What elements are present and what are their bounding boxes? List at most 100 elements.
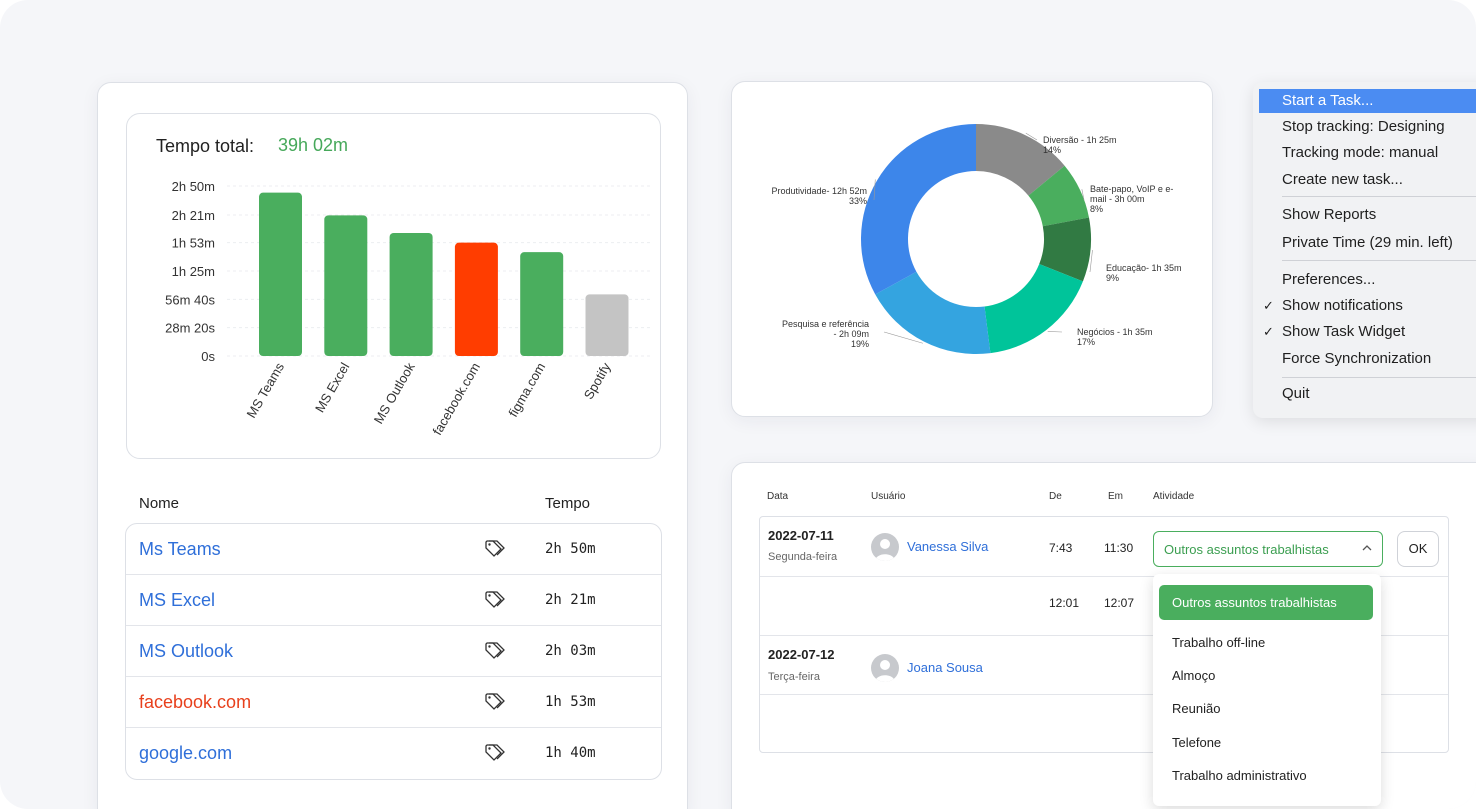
user-link[interactable]: Joana Sousa bbox=[907, 660, 983, 675]
bar[interactable] bbox=[324, 215, 368, 356]
dropdown-option[interactable]: Trabalho off-line bbox=[1172, 635, 1266, 650]
slice-label: 9% bbox=[1106, 273, 1119, 283]
row-weekday: Terça-feira bbox=[768, 671, 820, 683]
slice-label: 8% bbox=[1090, 204, 1103, 214]
tag-icon[interactable] bbox=[484, 743, 506, 763]
table-row[interactable]: google.com 1h 40m bbox=[126, 728, 661, 779]
table-row[interactable]: Ms Teams 2h 50m bbox=[126, 524, 661, 575]
leader-line bbox=[1089, 249, 1093, 273]
app-name[interactable]: google.com bbox=[139, 743, 233, 763]
time-from: 12:01 bbox=[1049, 596, 1080, 610]
user-silhouette-icon bbox=[875, 539, 895, 561]
y-tick-label: 1h 53m bbox=[172, 236, 215, 251]
slice-label: Diversão - 1h 25m bbox=[1043, 135, 1117, 145]
app-name[interactable]: facebook.com bbox=[139, 692, 252, 712]
menu-item[interactable]: Private Time (29 min. left) bbox=[1253, 231, 1476, 255]
dropdown-option[interactable]: Almoço bbox=[1172, 668, 1216, 683]
menu-item-label: Show notifications bbox=[1282, 297, 1403, 314]
leader-line bbox=[1081, 189, 1085, 201]
menu-item[interactable]: Quit bbox=[1253, 382, 1476, 406]
time-report-panel: Tempo total: 39h 02m 0s 28m 20s 56m 40s 1h … bbox=[97, 82, 688, 809]
time-to: 12:07 bbox=[1104, 596, 1135, 610]
category-donut-card: Diversão - 1h 25m 14% Bate-papo, VoIP e e-… bbox=[731, 81, 1213, 417]
menu-item-label: Tracking mode: manual bbox=[1282, 144, 1439, 161]
slice-label: Negócios - 1h 35m bbox=[1077, 327, 1153, 337]
donut-slice[interactable] bbox=[875, 271, 991, 354]
bar[interactable] bbox=[585, 294, 629, 356]
donut-slice[interactable] bbox=[1039, 217, 1091, 282]
menu-item-label: Show Task Widget bbox=[1282, 323, 1406, 340]
y-tick-label: 2h 21m bbox=[172, 208, 215, 223]
app-name[interactable]: MS Outlook bbox=[139, 641, 234, 661]
menu-item-label: Quit bbox=[1282, 385, 1310, 402]
donut-slice[interactable] bbox=[1028, 165, 1089, 227]
time-to: 11:30 bbox=[1104, 541, 1134, 555]
menu-item[interactable]: Show notifications bbox=[1253, 294, 1476, 318]
y-tick-label: 56m 40s bbox=[165, 292, 215, 307]
table-row[interactable]: 2022-07-12 Terça-feira Joana Sousa bbox=[760, 636, 1448, 695]
slice-label: 17% bbox=[1077, 337, 1095, 347]
menu-item[interactable]: Create new task... bbox=[1253, 168, 1476, 192]
user-silhouette-icon bbox=[875, 660, 895, 682]
app-name[interactable]: MS Excel bbox=[139, 590, 216, 610]
column-header-activity: Atividade bbox=[1153, 491, 1195, 502]
menu-item[interactable]: Show Task Widget bbox=[1253, 320, 1476, 344]
menu-item[interactable]: Preferences... bbox=[1253, 268, 1476, 292]
app-time: 2h 50m bbox=[545, 541, 596, 557]
menu-item-label: Private Time (29 min. left) bbox=[1282, 234, 1453, 251]
donut-slice[interactable] bbox=[976, 124, 1065, 196]
slice-label: 19% bbox=[851, 339, 869, 349]
menu-item-label: Start a Task... bbox=[1282, 92, 1374, 109]
menu-separator bbox=[1282, 377, 1476, 378]
menu-item[interactable]: Stop tracking: Designing bbox=[1253, 115, 1476, 139]
leader-line bbox=[883, 331, 923, 344]
menu-item[interactable]: Start a Task... bbox=[1259, 89, 1476, 113]
total-time-label: Tempo total: bbox=[156, 136, 255, 156]
activity-dropdown: Outros assuntos trabalhistas Trabalho of… bbox=[1153, 574, 1381, 806]
leader-line bbox=[1025, 132, 1038, 141]
slice-label: mail - 3h 00m bbox=[1090, 194, 1145, 204]
menu-item-label: Create new task... bbox=[1282, 171, 1403, 188]
tag-icon[interactable] bbox=[484, 692, 506, 712]
menu-item[interactable]: Show Reports bbox=[1253, 203, 1476, 227]
column-header-from: De bbox=[1049, 491, 1062, 502]
table-row[interactable]: MS Outlook 2h 03m bbox=[126, 626, 661, 677]
bar[interactable] bbox=[259, 192, 302, 356]
tag-icon[interactable] bbox=[484, 590, 506, 610]
leader-line bbox=[1047, 331, 1063, 333]
slice-label: Produtividade- 12h 52m bbox=[771, 186, 867, 196]
x-tick-label: Spotify bbox=[581, 360, 614, 402]
row-date: 2022-07-12 bbox=[768, 647, 835, 662]
slice-label: Pesquisa e referência bbox=[782, 319, 869, 329]
app-time: 2h 03m bbox=[545, 643, 596, 659]
table-row[interactable]: 12:01 12:07 bbox=[760, 577, 1448, 636]
bar[interactable] bbox=[454, 242, 498, 356]
tag-icon[interactable] bbox=[484, 539, 506, 559]
menu-item[interactable]: Tracking mode: manual bbox=[1253, 141, 1476, 165]
app-name[interactable]: Ms Teams bbox=[139, 539, 221, 559]
table-row[interactable]: MS Excel 2h 21m bbox=[126, 575, 661, 626]
app-time: 1h 40m bbox=[545, 745, 596, 761]
tag-icon[interactable] bbox=[484, 641, 506, 661]
bar[interactable] bbox=[520, 252, 564, 356]
table-row[interactable]: facebook.com 1h 53m bbox=[126, 677, 661, 728]
dropdown-option[interactable]: Trabalho administrativo bbox=[1172, 768, 1307, 783]
user-link[interactable]: Vanessa Silva bbox=[907, 539, 989, 554]
table-row[interactable]: 2022-07-11 Segunda-feira Vanessa Silva 7… bbox=[760, 517, 1448, 577]
dropdown-option-selected[interactable]: Outros assuntos trabalhistas bbox=[1159, 585, 1373, 620]
chevron-up-icon bbox=[1362, 545, 1372, 551]
bar[interactable] bbox=[389, 233, 433, 356]
dropdown-option[interactable]: Reunião bbox=[1172, 701, 1221, 716]
dropdown-option[interactable]: Telefone bbox=[1172, 735, 1222, 750]
ok-button[interactable]: OK bbox=[1397, 531, 1439, 567]
y-tick-label: 28m 20s bbox=[165, 321, 215, 336]
slice-label: Bate-papo, VoIP e e- bbox=[1090, 184, 1173, 194]
checkmark-icon: ✓ bbox=[1263, 324, 1274, 339]
activity-select[interactable]: Outros assuntos trabalhistas bbox=[1153, 531, 1383, 567]
donut-slice[interactable] bbox=[984, 264, 1083, 354]
menu-item[interactable]: Force Synchronization bbox=[1253, 347, 1476, 371]
donut-slice[interactable] bbox=[861, 124, 976, 295]
slice-label: - 2h 09m bbox=[833, 329, 869, 339]
